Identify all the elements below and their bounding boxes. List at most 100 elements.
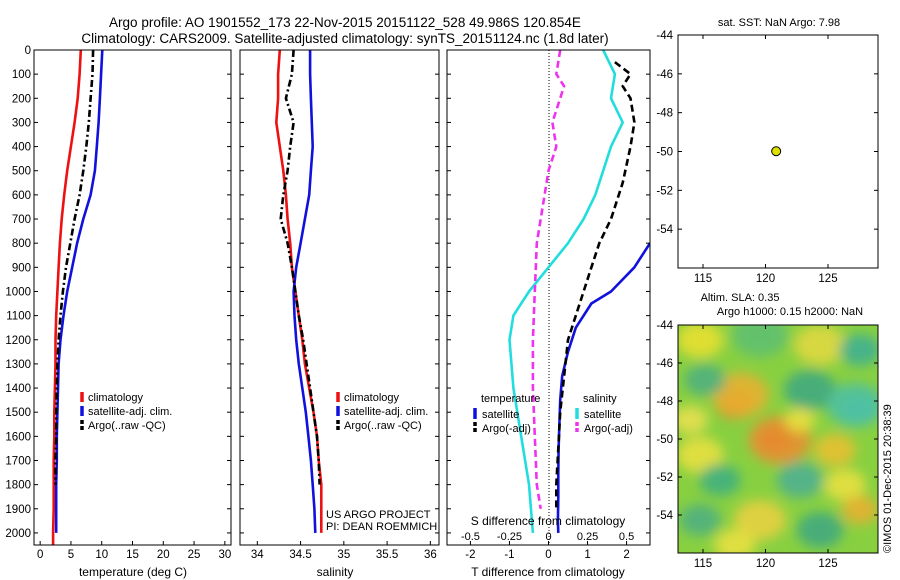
sla-heatmap-panel: Altim. SLA: 0.35 Argo h1000: 0.15 h2000:…: [656, 292, 879, 570]
temperature-legend: climatology satellite-adj. clim. Argo(..ra…: [80, 392, 172, 432]
header-line1: Argo profile: AO 1901552_173 22-Nov-2015…: [109, 15, 581, 30]
depth-ytick-12: 1200: [5, 335, 31, 347]
location-ytick-2: -48: [656, 108, 673, 120]
salinity-series-1: [292, 50, 317, 533]
argo-location-marker: [771, 146, 782, 157]
s-difference-xlabel: S difference from climatology: [471, 514, 626, 528]
depth-ytick-4: 400: [12, 142, 31, 154]
t-difference-xlabel: T difference from climatology: [471, 565, 625, 579]
location-title: sat. SST: NaN Argo: 7.98: [718, 17, 840, 29]
temperature-xtick-6: 30: [218, 549, 231, 561]
difference-xtick-1: -1: [504, 549, 514, 561]
salinity-xtick-3: 35.5: [376, 549, 398, 561]
temperature-xtick-0: 0: [37, 549, 43, 561]
difference-xtick2-2: 0: [545, 531, 551, 543]
temperature-series-2: [54, 50, 95, 485]
salinity-panel: 34 34.5 35 35.5 36 salinity climatology satel…: [239, 49, 440, 579]
depth-ytick-19: 1900: [5, 504, 31, 516]
depth-ytick-0: 0: [25, 45, 31, 57]
depth-ytick-14: 1400: [5, 383, 31, 395]
location-ytick-4: -52: [656, 185, 673, 197]
location-ytick-1: -46: [656, 69, 673, 81]
difference-xtick-2: 0: [545, 549, 551, 561]
location-xtick-2: 125: [818, 273, 837, 285]
legend-salinity-title: salinity: [583, 393, 617, 405]
sla-ytick-1: -46: [656, 358, 673, 370]
temperature-series-0: [51, 50, 83, 545]
sla-heatmap: [678, 325, 878, 553]
temperature-legend-1: satellite-adj. clim.: [88, 406, 172, 418]
sla-xtick-1: 120: [756, 558, 775, 570]
temperature-legend-2: Argo(..raw -QC): [88, 420, 166, 432]
location-ytick-3: -50: [656, 147, 673, 159]
location-ytick-0: -44: [656, 30, 673, 42]
difference-xtick-4: 2: [623, 549, 629, 561]
temperature-panel: 0 5 10 15 20 25 300100200300400500600700800900…: [5, 45, 232, 579]
depth-ytick-5: 500: [12, 166, 31, 178]
depth-ytick-20: 2000: [5, 528, 31, 540]
salinity-series-2: [279, 50, 321, 485]
salinity-xtick-2: 35: [337, 549, 350, 561]
salinity-legend-1: satellite-adj. clim.: [344, 406, 428, 418]
difference-xtick2-1: -0.25: [497, 531, 522, 543]
location-xtick-1: 120: [756, 273, 775, 285]
salinity-legend-0: climatology: [344, 392, 400, 404]
difference-panel: -2 -1 0 1 2 -0.5 -0.25 0 0.25 0.5 S difference fr…: [446, 49, 651, 579]
difference-series-0: [556, 242, 650, 533]
salinity-legend: climatology satellite-adj. clim. Argo(..ra…: [336, 392, 428, 432]
salinity-xtick-4: 36: [424, 549, 437, 561]
salinity-series-0: [274, 50, 323, 533]
depth-ytick-11: 1100: [6, 311, 31, 323]
project-annotation: US ARGO PROJECT: [326, 509, 431, 521]
sla-ytick-0: -44: [656, 320, 673, 332]
temperature-xtick-2: 10: [95, 549, 108, 561]
sla-title-line2: Argo h1000: 0.15 h2000: NaN: [717, 306, 863, 318]
legend-salinity-1: Argo(-adj): [584, 423, 633, 435]
salinity-xtick-1: 34.5: [289, 549, 311, 561]
location-map-panel: sat. SST: NaN Argo: 7.98 115 120 125 -44 -46…: [656, 17, 879, 285]
depth-ytick-10: 1000: [5, 286, 31, 298]
depth-ytick-1: 100: [12, 69, 31, 81]
sla-ytick-2: -48: [656, 396, 673, 408]
temperature-xtick-5: 25: [188, 549, 201, 561]
temperature-xlabel: temperature (deg C): [79, 565, 187, 579]
legend-temperature-0: satellite: [482, 409, 519, 421]
sla-xtick-2: 125: [818, 558, 837, 570]
salinity-legend-2: Argo(..raw -QC): [344, 420, 422, 432]
depth-ytick-3: 300: [12, 117, 31, 129]
temperature-xtick-3: 15: [126, 549, 139, 561]
depth-ytick-9: 900: [12, 262, 31, 274]
sla-ytick-3: -50: [656, 434, 673, 446]
temperature-legend-0: climatology: [88, 392, 144, 404]
header-line2: Climatology: CARS2009. Satellite-adjuste…: [81, 31, 608, 46]
sla-title-line1: Altim. SLA: 0.35: [701, 292, 780, 304]
temperature-series-1: [54, 50, 104, 533]
imos-watermark: ©IMOS 01-Dec-2015 20:38:39: [882, 404, 894, 553]
temperature-xtick-4: 20: [157, 549, 170, 561]
difference-xtick2-3: 0.25: [577, 531, 598, 543]
difference-xtick2-4: 0.5: [619, 531, 634, 543]
depth-ytick-18: 1800: [5, 480, 31, 492]
depth-ytick-7: 700: [12, 214, 31, 226]
location-xtick-0: 115: [694, 273, 712, 285]
depth-ytick-8: 800: [12, 238, 31, 250]
depth-ytick-6: 600: [12, 190, 31, 202]
pi-annotation: PI: DEAN ROEMMICH: [326, 521, 437, 533]
legend-temperature-1: Argo(-adj): [482, 423, 531, 435]
location-ytick-5: -54: [656, 224, 673, 236]
legend-temperature-title: temperature: [481, 393, 540, 405]
legend-salinity-0: satellite: [584, 409, 621, 421]
difference-legend: temperature salinity satellite Argo(-adj) sa…: [473, 393, 633, 435]
salinity-xtick-0: 34: [251, 549, 264, 561]
sla-ytick-5: -54: [656, 510, 673, 522]
depth-ytick-13: 1300: [5, 359, 31, 371]
salinity-xlabel: salinity: [317, 565, 354, 579]
temperature-xtick-1: 5: [68, 549, 74, 561]
sla-xtick-0: 115: [694, 558, 712, 570]
depth-ytick-15: 1500: [5, 407, 31, 419]
difference-xtick-3: 1: [584, 549, 590, 561]
difference-xtick-0: -2: [465, 549, 475, 561]
difference-series-2: [508, 50, 625, 534]
sla-ytick-4: -52: [656, 472, 673, 484]
